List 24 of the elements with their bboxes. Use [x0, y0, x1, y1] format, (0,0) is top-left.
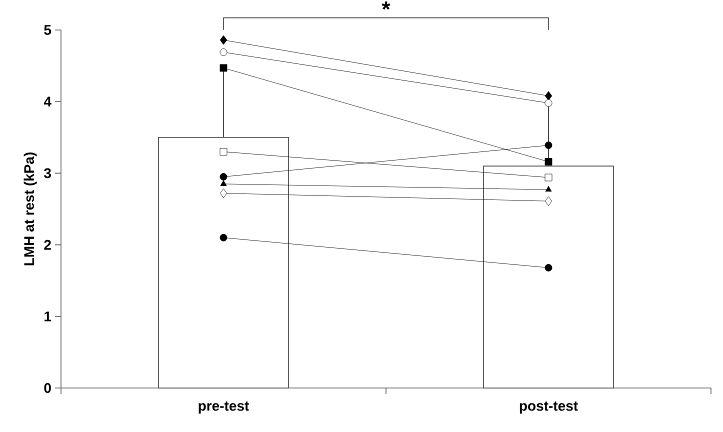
y-tick-label: 2 — [44, 240, 51, 250]
point — [544, 196, 552, 206]
point — [220, 234, 228, 242]
point — [544, 174, 552, 182]
point — [220, 48, 228, 56]
x-tick-label: pre-test — [198, 402, 249, 414]
point — [544, 99, 552, 107]
text: * — [382, 2, 390, 10]
point — [220, 148, 228, 156]
point — [544, 264, 552, 272]
y-tick-label: 4 — [44, 96, 52, 106]
y-tick-label: 0 — [44, 383, 51, 393]
y-tick-label: 3 — [44, 168, 51, 178]
point — [220, 173, 228, 180]
point — [544, 91, 552, 101]
point — [220, 64, 228, 72]
point — [220, 35, 228, 45]
y-axis-title: LMH at rest (kPa) — [24, 152, 37, 266]
point — [544, 142, 552, 149]
point — [544, 158, 552, 166]
y-tick-label: 5 — [44, 25, 52, 35]
y-tick-label: 1 — [44, 312, 52, 322]
point — [220, 188, 228, 198]
x-tick-label: post-test — [520, 402, 578, 414]
